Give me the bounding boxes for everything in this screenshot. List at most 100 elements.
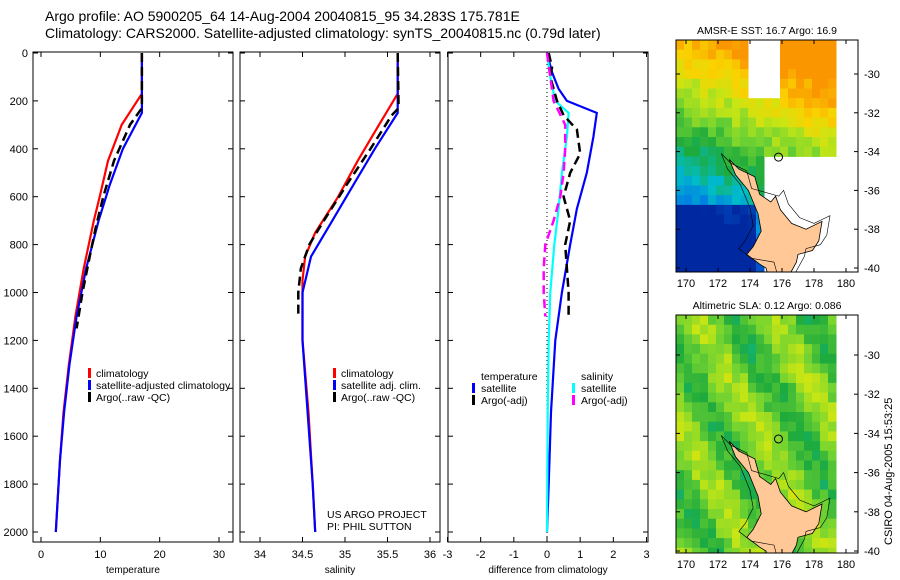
- map-cell: [748, 107, 757, 119]
- map-cell: [804, 373, 813, 384]
- legend-label: Argo(..raw -QC): [96, 392, 170, 404]
- x-tick-label: -2: [476, 549, 486, 561]
- map-cell: [772, 441, 781, 452]
- panel-sal: 34 34.5 35 35.5 36 salinity climatologysatelli…: [239, 51, 441, 576]
- map-cell: [708, 69, 717, 80]
- map-cell: [732, 421, 741, 432]
- map-cell: [732, 344, 741, 355]
- map-cell: [756, 315, 765, 326]
- map-cell: [676, 499, 685, 510]
- map-cell: [748, 450, 757, 461]
- map-cell: [708, 78, 717, 89]
- map-cell: [684, 146, 693, 157]
- map-cell: [708, 382, 717, 394]
- map-cell: [700, 518, 709, 529]
- map-cell: [812, 49, 821, 60]
- map-cell: [812, 479, 821, 491]
- map-cell: [828, 479, 837, 491]
- map-cell: [796, 117, 805, 128]
- legend-label: satellite adj. clim.: [341, 380, 421, 392]
- map-cell: [820, 315, 829, 326]
- map-cell: [764, 460, 773, 471]
- map-cell: [724, 243, 733, 254]
- map-cell: [820, 107, 829, 119]
- map-cell: [700, 412, 709, 423]
- map-cell: [756, 450, 765, 461]
- map-cell: [676, 450, 685, 461]
- map-cell: [820, 363, 829, 374]
- map-cell: [716, 373, 725, 384]
- map-cell: [732, 392, 741, 403]
- map-cell: [820, 334, 829, 345]
- map-cell: [684, 412, 693, 423]
- map-cell: [788, 353, 797, 364]
- map-cell: [764, 98, 773, 109]
- x-tick-label: 10: [94, 549, 106, 561]
- map-cell: [692, 509, 701, 520]
- map-cell: [684, 253, 693, 264]
- map-cell: [676, 214, 685, 225]
- map-cell: [780, 373, 789, 384]
- map-cell: [796, 69, 805, 80]
- map-cell: [724, 547, 733, 553]
- map-cell: [796, 78, 805, 89]
- y-tick-label: -40: [864, 546, 880, 558]
- map-cell: [676, 185, 685, 196]
- map-cell: [812, 146, 821, 157]
- map-cell: [748, 441, 757, 452]
- series-line-satellite-adj-clim-: [301, 53, 399, 533]
- map-cell: [812, 69, 821, 80]
- map-cell: [692, 538, 701, 549]
- map-cell: [820, 450, 829, 461]
- map-cell: [716, 214, 725, 225]
- x-tick-label: 1: [577, 549, 583, 561]
- map-cell: [716, 127, 725, 138]
- map-cell: [812, 353, 821, 364]
- map-cell: [692, 137, 701, 148]
- map-cell: [748, 421, 757, 432]
- panel-temp: 0 10 20 30 temperature 0 200 400 600 800 1000 1200 1…: [4, 48, 234, 576]
- map-cell: [772, 373, 781, 384]
- map-cell: [764, 412, 773, 423]
- map-cell: [740, 479, 749, 491]
- map-cell: [684, 363, 693, 374]
- map-cell: [748, 547, 757, 553]
- x-axis-label: temperature: [106, 565, 160, 576]
- map-cell: [828, 470, 837, 481]
- map-cell: [692, 78, 701, 89]
- map-cell: [812, 59, 821, 70]
- map-cell: [708, 402, 717, 413]
- map-cell: [828, 373, 837, 384]
- map-cell: [812, 127, 821, 138]
- map-cell: [740, 204, 749, 216]
- map-cell: [828, 431, 837, 442]
- map-cell: [692, 69, 701, 80]
- map-cell: [724, 166, 733, 177]
- map-cell: [692, 518, 701, 529]
- series-line-salinity-argo-adj-: [542, 52, 567, 317]
- map-cell: [796, 40, 805, 51]
- map-cell: [724, 373, 733, 384]
- map-cell: [788, 412, 797, 423]
- map-cell: [788, 479, 797, 491]
- map-cell: [676, 344, 685, 355]
- map-cell: [732, 402, 741, 413]
- map-cell: [740, 518, 749, 529]
- map-cell: [764, 127, 773, 138]
- map-cell: [796, 470, 805, 481]
- map-cell: [756, 224, 765, 235]
- map-cell: [708, 392, 717, 403]
- map-cell: [812, 421, 821, 432]
- map-cell: [700, 107, 709, 119]
- map-cell: [700, 175, 709, 186]
- map-cell: [780, 344, 789, 355]
- map-cell: [692, 402, 701, 413]
- map-cell: [700, 402, 709, 413]
- map-cell: [788, 40, 797, 51]
- map-cell: [788, 78, 797, 89]
- y-tick-label: -30: [864, 350, 880, 362]
- map-cell: [780, 363, 789, 374]
- map-cell: [804, 450, 813, 461]
- map-cell: [676, 547, 685, 553]
- map-cell: [700, 315, 709, 326]
